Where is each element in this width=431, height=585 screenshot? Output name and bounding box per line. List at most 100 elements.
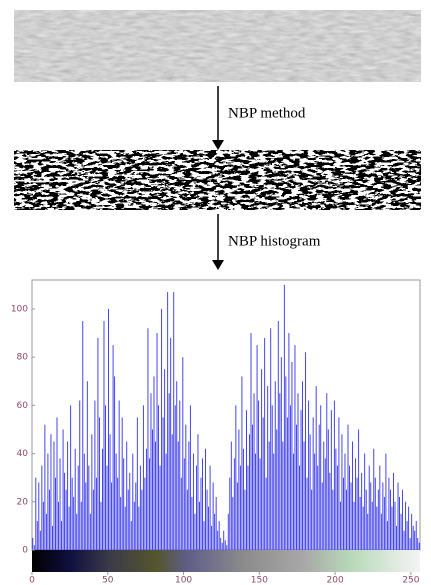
y-tick-label: 40: [17, 449, 29, 459]
bar: [364, 453, 366, 550]
bar: [288, 333, 290, 550]
bar: [94, 400, 96, 550]
bar: [370, 482, 372, 550]
bar: [239, 465, 241, 550]
bar: [405, 501, 407, 550]
bar: [367, 513, 369, 550]
bar: [149, 458, 150, 550]
bar: [282, 441, 284, 550]
bar: [391, 506, 393, 550]
bar: [247, 465, 249, 550]
bar: [158, 405, 160, 550]
bar: [352, 441, 354, 550]
bar: [180, 477, 182, 550]
bar: [311, 489, 313, 550]
bar: [344, 453, 346, 550]
bar: [252, 424, 253, 550]
bar: [211, 525, 213, 550]
bar: [35, 477, 37, 550]
bar: [355, 458, 357, 550]
bar: [393, 472, 394, 550]
bar: [389, 489, 391, 550]
bar: [123, 458, 125, 550]
y-tick-label: 60: [17, 401, 29, 411]
bar: [306, 477, 308, 550]
y-tick-label: 80: [17, 353, 29, 363]
bar: [114, 376, 116, 550]
bar: [162, 417, 164, 550]
bar: [408, 506, 410, 550]
bar: [377, 489, 379, 550]
bar: [238, 429, 240, 550]
bar: [280, 357, 282, 550]
bar: [191, 496, 193, 550]
bar: [236, 482, 238, 550]
bar: [182, 357, 184, 550]
bar: [294, 345, 296, 550]
bar: [117, 477, 119, 550]
bar: [414, 530, 416, 550]
bar: [212, 482, 214, 550]
bar: [332, 489, 334, 550]
bar: [156, 333, 158, 550]
bar: [188, 441, 190, 550]
bar: [39, 530, 41, 550]
bar: [402, 489, 404, 550]
arrow-head: [212, 140, 224, 150]
bar: [308, 400, 310, 550]
input-image: [14, 10, 421, 82]
bar: [327, 429, 329, 550]
bar: [205, 448, 206, 550]
bar: [197, 434, 199, 550]
bar: [324, 458, 326, 550]
bar: [71, 477, 73, 550]
bar: [233, 458, 235, 550]
bar: [65, 489, 67, 550]
bar: [53, 441, 55, 550]
bar: [417, 537, 419, 550]
bar: [170, 337, 172, 550]
bar: [38, 482, 40, 550]
bar: [383, 496, 385, 550]
bar: [300, 410, 302, 550]
bar: [346, 489, 347, 550]
bar: [276, 429, 278, 550]
bar: [174, 405, 176, 550]
bar: [62, 429, 64, 550]
y-tick-label: 0: [22, 546, 28, 556]
bar: [409, 537, 411, 550]
x-tick-label: 150: [251, 576, 268, 585]
bar: [189, 405, 191, 550]
bar: [353, 501, 355, 550]
bar: [33, 545, 35, 550]
bar: [48, 489, 50, 550]
bar: [109, 434, 111, 550]
bar: [173, 292, 175, 550]
bar: [262, 417, 264, 550]
bar: [264, 337, 266, 550]
bar: [52, 525, 53, 550]
bar: [200, 477, 202, 550]
bar: [397, 482, 399, 550]
bar: [85, 482, 87, 550]
bar: [194, 513, 196, 550]
bar: [68, 506, 70, 550]
bar: [202, 458, 203, 550]
bar: [215, 496, 217, 550]
bar: [314, 453, 316, 550]
y-tick-label: 20: [17, 497, 29, 507]
bar: [321, 482, 323, 550]
bar: [136, 417, 138, 550]
bar: [88, 465, 90, 550]
bar: [105, 405, 106, 550]
bar: [279, 393, 281, 550]
bar: [138, 506, 140, 550]
x-tick-label: 250: [402, 576, 419, 585]
bar: [214, 513, 216, 550]
bar: [291, 361, 293, 550]
bar: [329, 472, 331, 550]
bar: [418, 542, 420, 550]
bar: [47, 453, 49, 550]
bar: [338, 417, 340, 550]
